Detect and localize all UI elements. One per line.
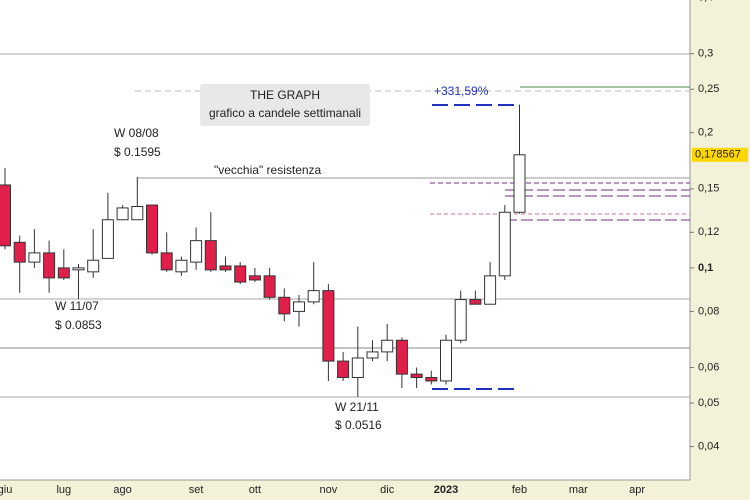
x-tick-label: feb bbox=[512, 484, 527, 496]
candle-body bbox=[293, 301, 305, 312]
candle-body bbox=[28, 252, 41, 263]
candle-body bbox=[131, 205, 144, 221]
candle-body bbox=[454, 299, 467, 341]
x-tick-label: dic bbox=[380, 484, 395, 496]
y-tick-label: 0,2 bbox=[698, 127, 713, 139]
candle-body bbox=[513, 154, 526, 213]
candle-body bbox=[337, 360, 350, 379]
candle-body bbox=[101, 219, 114, 259]
annotation: "vecchia" resistenza bbox=[214, 163, 322, 177]
candle-body bbox=[43, 252, 56, 279]
candle-body bbox=[204, 240, 217, 271]
candle-body bbox=[234, 265, 247, 283]
y-tick-label: 0,25 bbox=[698, 83, 719, 95]
x-tick-label: set bbox=[189, 484, 204, 496]
candle-body bbox=[484, 275, 497, 305]
candle-body bbox=[307, 290, 320, 303]
x-tick-label: ago bbox=[113, 484, 131, 496]
x-tick-label: apr bbox=[629, 484, 645, 496]
candle-body bbox=[175, 259, 188, 273]
title-box bbox=[200, 84, 370, 126]
annotation: $ 0.0853 bbox=[55, 318, 102, 332]
candle-body bbox=[395, 339, 408, 375]
y-tick-label: 0,12 bbox=[698, 226, 719, 238]
last-price-label: 0,178567 bbox=[695, 149, 741, 161]
candle-body bbox=[351, 357, 364, 379]
candle-body bbox=[425, 377, 438, 382]
y-tick-label: 0,15 bbox=[698, 183, 719, 195]
candle-body bbox=[498, 211, 511, 277]
y-tick-label: 0,4 bbox=[698, 0, 713, 3]
annotation: W 08/08 bbox=[114, 126, 159, 140]
candle-body bbox=[366, 351, 379, 359]
candle-body bbox=[146, 204, 158, 254]
candle-body bbox=[322, 290, 335, 362]
x-tick-label: nov bbox=[320, 484, 338, 496]
candle-body bbox=[440, 339, 452, 382]
candle-body bbox=[87, 259, 100, 273]
candle-body bbox=[0, 184, 11, 247]
last-price-tag bbox=[692, 147, 748, 162]
plot-area bbox=[0, 0, 690, 480]
chart-subtitle: grafico a candele settimanali bbox=[209, 106, 361, 120]
candle-body bbox=[410, 373, 423, 379]
candle-body bbox=[263, 275, 276, 298]
chart-title: THE GRAPH bbox=[250, 88, 320, 102]
y-axis-area bbox=[690, 0, 750, 500]
candle-body bbox=[248, 275, 261, 281]
x-tick-label: mar bbox=[569, 484, 588, 496]
y-tick-label: 0,05 bbox=[698, 397, 719, 409]
gain-label: +331,59% bbox=[434, 84, 489, 98]
y-tick-label: 0,08 bbox=[698, 305, 719, 317]
candle-body bbox=[278, 296, 291, 315]
annotation: $ 0.1595 bbox=[114, 145, 161, 159]
candle-body bbox=[381, 339, 394, 353]
annotation: W 21/11 bbox=[335, 400, 379, 414]
x-tick-label: lug bbox=[56, 484, 71, 496]
candle-body bbox=[57, 267, 70, 279]
x-tick-label: ott bbox=[249, 484, 261, 496]
x-tick-label: giu bbox=[0, 484, 12, 496]
annotation: W 11/07 bbox=[55, 299, 99, 313]
y-tick-label: 0,1 bbox=[698, 262, 713, 274]
candle-body bbox=[160, 252, 173, 271]
y-tick-label: 0,3 bbox=[698, 48, 713, 60]
candle-body bbox=[190, 240, 203, 263]
candle-body bbox=[116, 207, 129, 221]
candle-body bbox=[219, 265, 232, 271]
y-tick-label: 0,06 bbox=[698, 361, 719, 373]
x-axis-area bbox=[0, 480, 690, 500]
candle-body bbox=[72, 267, 85, 271]
candle-body bbox=[13, 241, 26, 263]
candle-body bbox=[469, 299, 482, 305]
x-tick-label: 2023 bbox=[434, 484, 458, 496]
levels bbox=[0, 53, 690, 398]
y-tick-label: 0,04 bbox=[698, 440, 719, 452]
annotation: $ 0.0516 bbox=[335, 418, 382, 432]
